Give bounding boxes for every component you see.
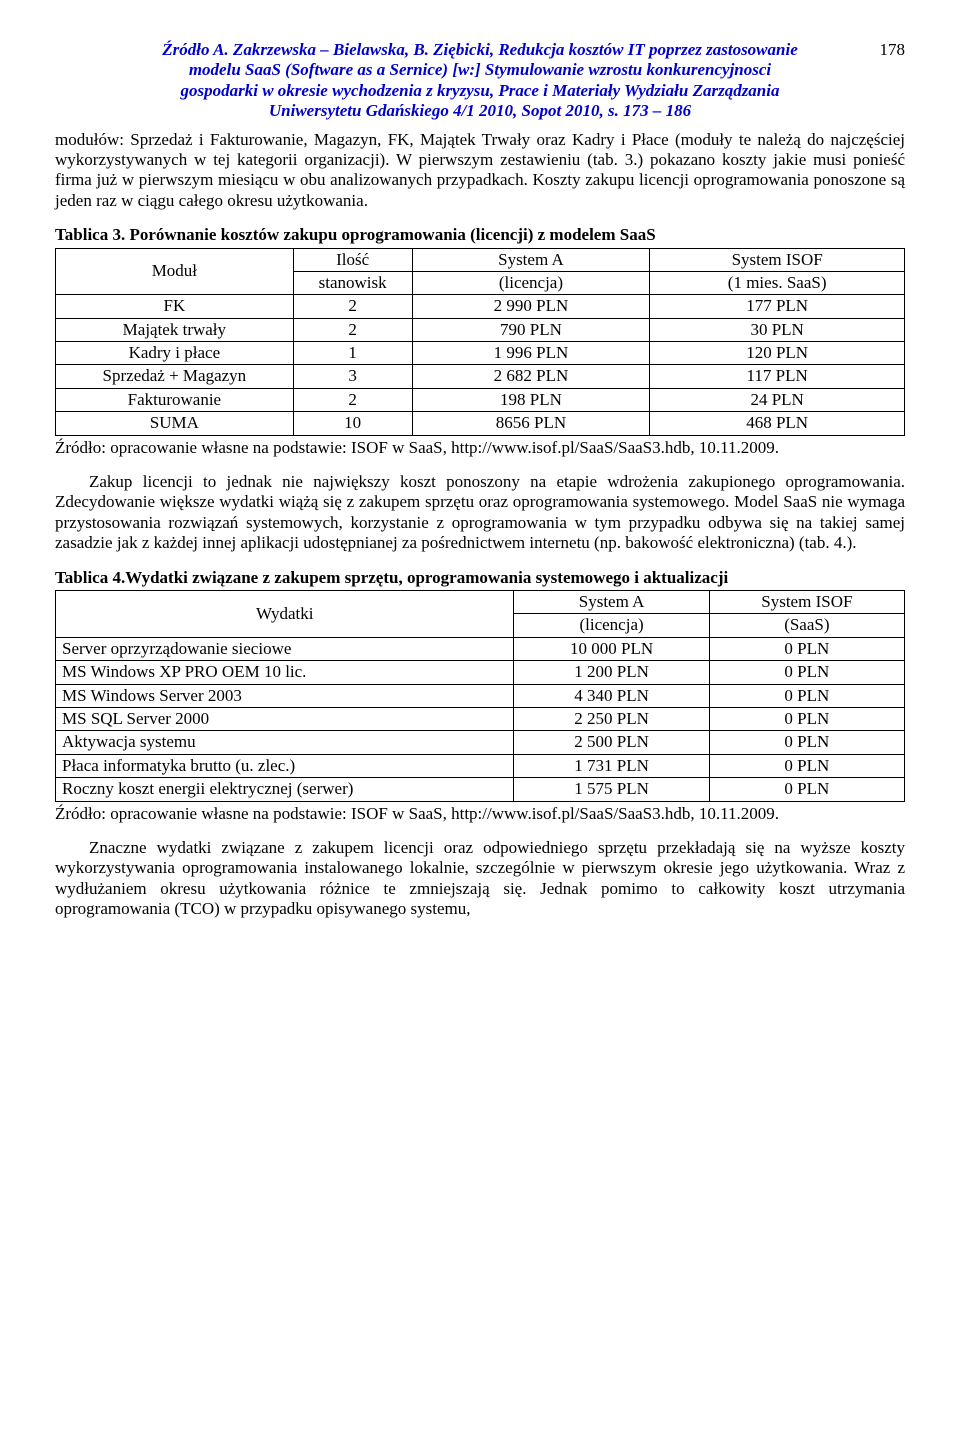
header-line-1: Źródło A. Zakrzewska – Bielawska, B. Zię… (162, 40, 798, 59)
paragraph-2: Zakup licencji to jednak nie największy … (55, 472, 905, 554)
table3-head-modul: Moduł (56, 248, 294, 295)
table3-head-ilosc-a: Ilość (293, 248, 412, 271)
table4-row: Aktywacja systemu2 500 PLN0 PLN (56, 731, 905, 754)
table4-row: Roczny koszt energii elektrycznej (serwe… (56, 778, 905, 801)
table4-head-systemA-b: (licencja) (514, 614, 709, 637)
table3-sum-row: SUMA108656 PLN468 PLN (56, 412, 905, 435)
table4-source: Źródło: opracowanie własne na podstawie:… (55, 804, 905, 824)
table4-row: MS SQL Server 20002 250 PLN0 PLN (56, 707, 905, 730)
table3-row: Majątek trwały2790 PLN30 PLN (56, 318, 905, 341)
table3-row: Sprzedaż + Magazyn32 682 PLN117 PLN (56, 365, 905, 388)
table3-row: FK22 990 PLN177 PLN (56, 295, 905, 318)
paragraph-1: modułów: Sprzedaż i Fakturowanie, Magazy… (55, 130, 905, 212)
table4-head-wydatki: Wydatki (56, 590, 514, 637)
table4: Wydatki System A System ISOF (licencja) … (55, 590, 905, 802)
table3-head-systemA-b: (licencja) (412, 271, 650, 294)
table4-row: Server oprzyrządowanie sieciowe10 000 PL… (56, 637, 905, 660)
table4-head-isof-b: (SaaS) (709, 614, 904, 637)
table4-caption: Tablica 4.Wydatki związane z zakupem spr… (55, 568, 905, 588)
table4-head-isof-a: System ISOF (709, 590, 904, 613)
table4-row: Płaca informatyka brutto (u. zlec.)1 731… (56, 754, 905, 777)
table3-row: Fakturowanie2198 PLN24 PLN (56, 388, 905, 411)
table4-row: MS Windows Server 20034 340 PLN0 PLN (56, 684, 905, 707)
table3-head-ilosc-b: stanowisk (293, 271, 412, 294)
table3-head-isof-b: (1 mies. SaaS) (650, 271, 905, 294)
table3-head-systemA-a: System A (412, 248, 650, 271)
table3-caption: Tablica 3. Porównanie kosztów zakupu opr… (55, 225, 905, 245)
table3: Moduł Ilość System A System ISOF stanowi… (55, 248, 905, 436)
paragraph-3: Znaczne wydatki związane z zakupem licen… (55, 838, 905, 920)
running-header: 178 Źródło A. Zakrzewska – Bielawska, B.… (55, 40, 905, 122)
page-number: 178 (880, 40, 906, 60)
header-line-2: modelu SaaS (Software as a Sernice) [w:]… (189, 60, 771, 79)
header-line-3: gospodarki w okresie wychodzenia z kryzy… (181, 81, 780, 100)
header-line-4: Uniwersytetu Gdańskiego 4/1 2010, Sopot … (269, 101, 691, 120)
table3-row: Kadry i płace11 996 PLN120 PLN (56, 342, 905, 365)
table3-head-isof-a: System ISOF (650, 248, 905, 271)
table4-head-systemA-a: System A (514, 590, 709, 613)
table3-source: Źródło: opracowanie własne na podstawie:… (55, 438, 905, 458)
table4-row: MS Windows XP PRO OEM 10 lic.1 200 PLN0 … (56, 661, 905, 684)
